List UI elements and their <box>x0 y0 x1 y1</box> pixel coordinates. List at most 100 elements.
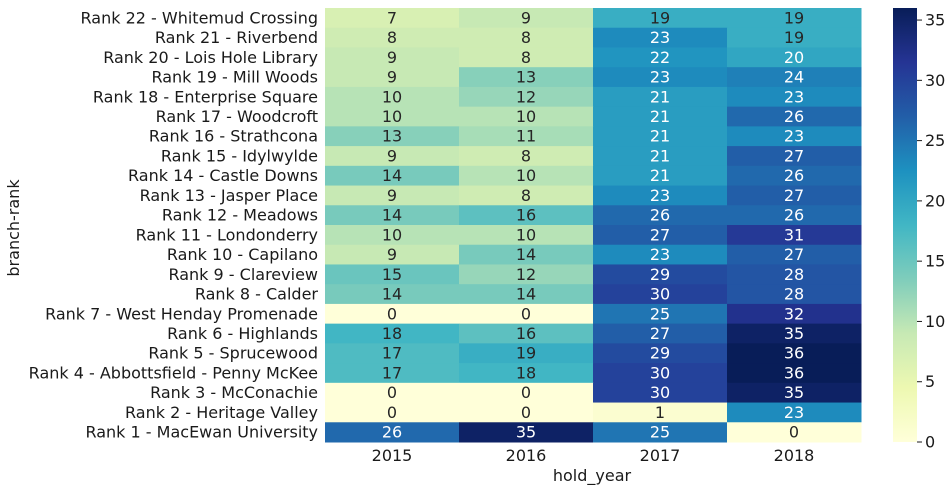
cell-value-label: 12 <box>516 265 536 284</box>
cell-value-label: 21 <box>650 166 670 185</box>
row-label: Rank 4 - Abbottsfield - Penny McKee <box>29 363 318 382</box>
cell-value-label: 21 <box>650 87 670 106</box>
cell-value-label: 36 <box>784 344 804 363</box>
heatmap-cell <box>459 323 594 344</box>
heatmap-cell <box>593 205 728 226</box>
cell-value-label: 29 <box>650 344 670 363</box>
heatmap-cell <box>325 27 460 48</box>
cell-value-label: 14 <box>382 166 402 185</box>
row-label: Rank 19 - Mill Woods <box>151 68 318 87</box>
colorbar-tick-label: 10 <box>925 312 945 331</box>
heatmap-cell <box>593 422 728 443</box>
cell-value-label: 9 <box>387 146 397 165</box>
heatmap-cell <box>325 185 460 206</box>
row-label: Rank 20 - Lois Hole Library <box>103 48 318 67</box>
cell-value-label: 26 <box>784 166 804 185</box>
heatmap-cell <box>727 284 862 305</box>
cell-value-label: 0 <box>387 383 397 402</box>
row-label: Rank 17 - Woodcroft <box>156 107 318 126</box>
cell-value-label: 19 <box>784 8 804 27</box>
cell-value-label: 18 <box>382 324 402 343</box>
colorbar <box>893 8 917 442</box>
heatmap-cell <box>593 284 728 305</box>
cell-value-label: 27 <box>650 324 670 343</box>
heatmap-cell <box>325 146 460 167</box>
heatmap-cell <box>459 303 594 325</box>
row-label: Rank 15 - Idylwylde <box>161 146 318 165</box>
cell-value-label: 0 <box>789 423 799 442</box>
cell-value-label: 19 <box>516 344 536 363</box>
cell-value-label: 17 <box>382 344 402 363</box>
cell-value-label: 14 <box>382 285 402 304</box>
cell-value-label: 17 <box>382 363 402 382</box>
cell-value-label: 7 <box>387 8 397 27</box>
row-label: Rank 6 - Highlands <box>167 324 318 343</box>
cell-value-label: 26 <box>382 423 402 442</box>
cell-value-label: 23 <box>650 186 670 205</box>
heatmap-cell <box>325 382 460 404</box>
colorbar-tick-label: 0 <box>925 433 935 452</box>
heatmap-cell <box>593 126 728 147</box>
cell-value-label: 30 <box>650 363 670 382</box>
heatmap-cell <box>325 422 460 443</box>
cell-value-label: 15 <box>382 265 402 284</box>
heatmap-cell <box>727 185 862 206</box>
cell-value-label: 10 <box>382 225 402 244</box>
cell-value-label: 23 <box>784 403 804 422</box>
cell-value-label: 23 <box>784 87 804 106</box>
cell-value-label: 27 <box>784 146 804 165</box>
heatmap-cell <box>727 47 862 68</box>
row-label: Rank 16 - Strathcona <box>149 127 318 146</box>
heatmap-cell <box>593 343 728 364</box>
heatmap-cell <box>325 165 460 187</box>
cell-value-label: 23 <box>650 28 670 47</box>
cell-value-label: 8 <box>521 186 531 205</box>
heatmap-cell <box>727 323 862 344</box>
cell-value-label: 12 <box>516 87 536 106</box>
heatmap-cell <box>593 86 728 108</box>
x-tick-label: 2018 <box>774 446 815 465</box>
cell-value-label: 32 <box>784 304 804 323</box>
cell-value-label: 20 <box>784 48 804 67</box>
cell-value-label: 23 <box>784 127 804 146</box>
x-axis-title: hold_year <box>553 466 632 486</box>
heatmap-cell <box>325 284 460 305</box>
cell-value-label: 30 <box>650 383 670 402</box>
cell-value-label: 13 <box>382 127 402 146</box>
heatmap-cell <box>459 67 594 88</box>
cell-value-label: 31 <box>784 225 804 244</box>
cell-value-label: 30 <box>650 285 670 304</box>
heatmap-cell <box>727 303 862 325</box>
heatmap-cell <box>459 382 594 404</box>
colorbar-ticks: 0 5 10 15 20 25 30 35 <box>917 11 945 452</box>
heatmap-cell <box>459 47 594 68</box>
row-label: Rank 21 - Riverbend <box>155 28 318 47</box>
heatmap-cell <box>459 106 594 127</box>
cell-value-label: 21 <box>650 127 670 146</box>
colorbar-tick-label: 30 <box>925 71 945 90</box>
heatmap-cell <box>325 8 460 29</box>
x-tick-label: 2017 <box>640 446 681 465</box>
cell-value-label: 28 <box>784 285 804 304</box>
heatmap-cell <box>325 225 460 246</box>
heatmap-cell <box>593 106 728 127</box>
y-axis-title: branch-rank <box>4 179 23 277</box>
cell-value-label: 16 <box>516 324 536 343</box>
heatmap-cell <box>459 86 594 108</box>
heatmap-cell <box>459 185 594 206</box>
cell-value-label: 24 <box>784 68 804 87</box>
x-tick-labels: 2015 2016 2017 2018 <box>372 446 815 465</box>
row-label: Rank 8 - Calder <box>195 285 319 304</box>
heatmap-cell <box>325 205 460 226</box>
row-label: Rank 12 - Meadows <box>162 206 318 225</box>
cell-value-label: 14 <box>516 245 536 264</box>
heatmap-cell <box>593 8 728 29</box>
row-label: Rank 22 - Whitemud Crossing <box>81 8 318 27</box>
cell-value-label: 0 <box>521 403 531 422</box>
cell-value-label: 18 <box>516 363 536 382</box>
cell-value-label: 21 <box>650 107 670 126</box>
row-label: Rank 11 - Londonderry <box>136 225 318 244</box>
heatmap-cell <box>593 67 728 88</box>
heatmap-cell <box>727 126 862 147</box>
heatmap-cell <box>593 264 728 285</box>
